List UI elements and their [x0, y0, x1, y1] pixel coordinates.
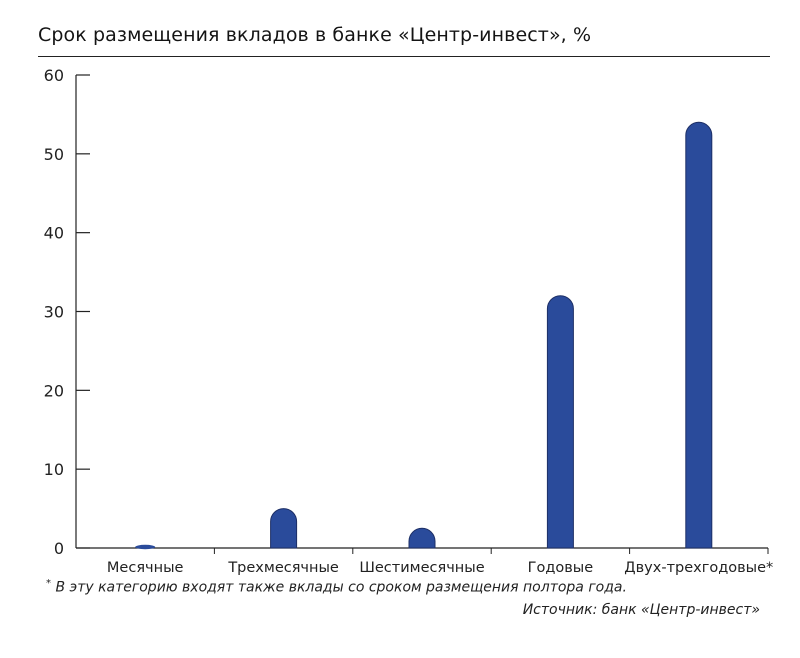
y-tick-label: 30	[44, 303, 64, 322]
footnote-text: В эту категорию входят также вклады со с…	[55, 579, 627, 596]
y-tick-label: 0	[54, 539, 64, 558]
footnote: * В эту категорию входят также вклады со…	[46, 578, 627, 596]
bar-1	[135, 544, 156, 550]
bar-2	[270, 508, 298, 549]
y-tick-label: 60	[44, 66, 64, 85]
chart-title: Срок размещения вкладов в банке «Центр-и…	[38, 24, 592, 46]
x-tick-label: Двух-трехгодовые*	[624, 560, 773, 575]
y-tick-label: 10	[44, 460, 64, 479]
source-note: Источник: банк «Центр-инвест»	[522, 602, 760, 618]
y-tick-label: 20	[44, 381, 64, 400]
footnote-mark: *	[46, 578, 51, 589]
y-tick-label: 50	[44, 145, 64, 164]
bar-chart: 0 10 20 30 40 50 60 Месячные Трехмесячные Шестиме…	[44, 66, 774, 575]
bar-4	[546, 295, 574, 549]
x-tick-label: Месячные	[107, 560, 184, 575]
y-tick-label: 40	[44, 224, 64, 243]
x-tick-label: Шестимесячные	[359, 560, 484, 575]
title-divider	[38, 56, 770, 57]
bar-3	[408, 527, 436, 549]
x-tick-label: Трехмесячные	[227, 560, 339, 575]
x-tick-label: Годовые	[528, 560, 594, 575]
bar-5	[685, 121, 713, 549]
